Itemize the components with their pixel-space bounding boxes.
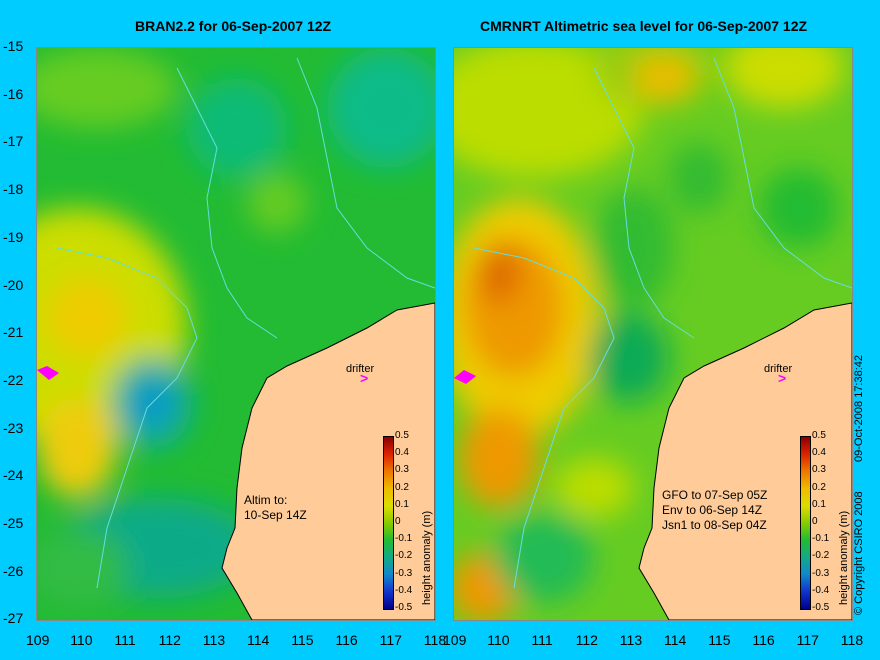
y-tick-label: -22 <box>3 371 24 388</box>
left-drifter-label: drifter <box>346 363 375 375</box>
left-map-panel <box>36 47 436 621</box>
colorbar-tick-label: 0.4 <box>395 447 409 459</box>
colorbar-tick-label: -0.3 <box>395 567 413 579</box>
colorbar-tick-label: -0.2 <box>812 550 830 562</box>
x-tick-label: 111 <box>531 632 553 648</box>
colorbar-tick-label: 0 <box>395 516 401 527</box>
colorbar-tick-label: -0.3 <box>812 567 830 579</box>
x-tick-label: 118 <box>423 632 447 648</box>
x-tick-label: 109 <box>443 632 467 648</box>
bathymetry-contour <box>593 67 695 339</box>
y-tick-label: -25 <box>3 515 24 531</box>
colorbar-tick-label: -0.4 <box>812 584 830 596</box>
timestamp: 09-Oct-2008 17:38:42 <box>853 354 865 462</box>
copyright: © Copyright CSIRO 2008 <box>853 491 865 615</box>
anomaly-field <box>454 48 844 620</box>
drifter-track-marker <box>454 370 476 384</box>
left-colorbar <box>383 436 394 610</box>
colorbar-tick-label: -0.1 <box>812 533 830 545</box>
y-tick-label: -21 <box>3 324 24 341</box>
x-tick-label: 116 <box>752 632 775 648</box>
left-map-title: BRAN2.2 for 06-Sep-2007 12Z <box>135 18 332 34</box>
y-tick-label: -17 <box>3 133 24 150</box>
x-tick-label: 113 <box>202 632 226 648</box>
colorbar-tick-label: 0.3 <box>812 464 826 476</box>
colorbar-tick-label: -0.5 <box>395 602 413 613</box>
x-tick-label: 113 <box>619 632 643 648</box>
right-colorbar <box>800 436 811 610</box>
x-tick-label: 110 <box>70 632 93 648</box>
x-tick-label: 114 <box>664 632 687 648</box>
right-map-title: CMRNRT Altimetric sea level for 06-Sep-2… <box>480 18 808 34</box>
left-map-note: Altim to: 10-Sep 14Z <box>244 493 307 522</box>
colorbar-tick-label: 0.5 <box>395 430 409 441</box>
y-tick-label: -15 <box>3 38 24 54</box>
right-colorbar-title: height anomaly (m) <box>838 510 850 605</box>
y-tick-label: -20 <box>3 276 24 293</box>
x-tick-label: 118 <box>840 632 864 648</box>
right-map-panel <box>453 47 853 621</box>
x-tick-label: 110 <box>487 632 510 648</box>
right-drifter-label: drifter <box>764 363 793 375</box>
colorbar-tick-label: 0.2 <box>812 481 826 493</box>
colorbar-tick-label: -0.2 <box>395 550 413 562</box>
y-tick-label: -23 <box>3 419 24 436</box>
colorbar-tick-label: -0.5 <box>812 602 830 613</box>
y-tick-label: -27 <box>3 610 24 627</box>
x-tick-label: 117 <box>379 632 402 648</box>
left-colorbar-title: height anomaly (m) <box>421 510 433 605</box>
x-tick-label: 112 <box>575 632 598 648</box>
australia-coast <box>638 302 852 620</box>
x-tick-label: 114 <box>247 632 270 648</box>
bathymetry-contour <box>713 57 852 289</box>
colorbar-tick-label: 0.1 <box>395 498 409 510</box>
y-tick-label: -26 <box>3 562 24 579</box>
x-tick-label: 112 <box>158 632 181 648</box>
x-tick-label: 116 <box>335 632 358 648</box>
colorbar-tick-label: -0.1 <box>395 533 413 545</box>
y-tick-label: -19 <box>3 228 24 245</box>
y-tick-label: -18 <box>3 181 24 198</box>
colorbar-tick-label: 0.4 <box>812 447 826 459</box>
right-map-svg <box>454 48 852 620</box>
left-map-svg <box>37 48 435 620</box>
australia-coast <box>221 302 435 620</box>
colorbar-tick-label: -0.4 <box>395 584 413 596</box>
bathymetry-contour <box>473 247 615 589</box>
y-tick-label: -16 <box>3 85 24 102</box>
left-drifter-icon: > <box>360 370 369 386</box>
bathymetry-contour <box>176 67 278 339</box>
colorbar-tick-label: 0.2 <box>395 481 409 493</box>
x-tick-label: 115 <box>291 632 314 648</box>
colorbar-tick-label: 0.3 <box>395 464 409 476</box>
colorbar-tick-label: 0 <box>812 516 818 527</box>
bathymetry-contour <box>296 57 435 289</box>
x-tick-label: 115 <box>708 632 731 648</box>
x-tick-label: 109 <box>26 632 50 648</box>
drifter-track-marker <box>37 366 59 380</box>
right-map-note: GFO to 07-Sep 05Z Env to 06-Sep 14Z Jsn1… <box>662 488 768 532</box>
bathymetry-contour <box>56 247 198 589</box>
right-drifter-icon: > <box>778 370 787 386</box>
x-tick-label: 117 <box>796 632 819 648</box>
y-tick-label: -24 <box>3 467 24 484</box>
x-tick-label: 111 <box>114 632 136 648</box>
anomaly-field <box>37 48 435 608</box>
colorbar-tick-label: 0.5 <box>812 430 826 441</box>
colorbar-tick-label: 0.1 <box>812 498 826 510</box>
